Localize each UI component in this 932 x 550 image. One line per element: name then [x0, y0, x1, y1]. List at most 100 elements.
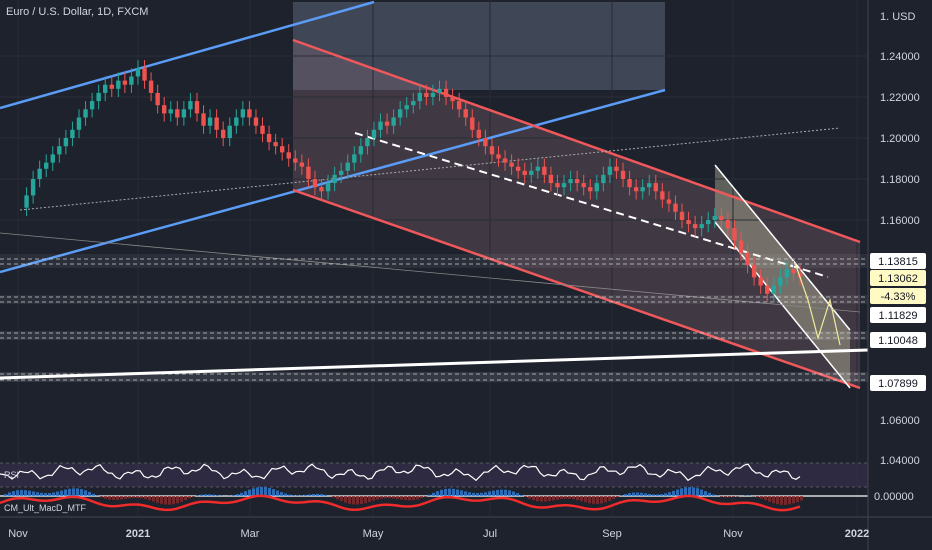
macd-bar [684, 487, 687, 496]
macd-bar [352, 496, 355, 505]
candle-body [122, 80, 128, 85]
macd-bar [212, 494, 215, 496]
y-tick-label: 1.04000 [880, 455, 920, 467]
macd-bar [32, 491, 35, 496]
macd-bar [64, 489, 67, 496]
svg-text:1.10048: 1.10048 [878, 335, 918, 347]
macd-bar [252, 488, 255, 496]
macd-bar [596, 496, 599, 504]
highlight-box [293, 2, 665, 90]
macd-bar [456, 489, 459, 496]
candle-body [476, 129, 482, 138]
candle-body [502, 158, 508, 163]
macd-bar [216, 495, 219, 496]
macd-bar [152, 496, 155, 502]
candle-body [653, 183, 658, 192]
macd-bar [504, 489, 507, 496]
macd-bar [124, 496, 127, 499]
macd-bar [344, 496, 347, 503]
macd-bar [120, 496, 123, 500]
macd-bar [240, 492, 243, 496]
macd-bar [796, 496, 799, 502]
rsi-label: RSI [4, 470, 20, 480]
red-channel-upper [292, 38, 861, 244]
macd-bar [364, 496, 367, 504]
macd-bar [460, 490, 463, 496]
macd-bar [648, 493, 651, 496]
candle-body [168, 109, 173, 114]
macd-bar [764, 496, 767, 501]
macd-bar [204, 494, 207, 496]
candle-body [745, 252, 750, 266]
macd-bar [432, 492, 435, 496]
rsi-line [0, 463, 801, 482]
rsi-pane[interactable] [0, 462, 868, 488]
macd-bar [416, 496, 419, 500]
candle-body [679, 211, 685, 220]
candle-body [706, 220, 711, 225]
candle-body [234, 117, 239, 126]
macd-bar [772, 496, 775, 504]
macd-bar [4, 494, 7, 496]
candle-body [332, 174, 337, 184]
svg-text:1.11829: 1.11829 [879, 310, 918, 322]
chart-title: Euro / U.S. Dollar, 1D, FXCM [6, 6, 149, 18]
candle-body [378, 121, 383, 130]
macd-bar [304, 494, 307, 496]
candle-body [509, 162, 514, 167]
candle-body [207, 117, 213, 126]
macd-bar [24, 490, 27, 496]
macd-bar [208, 494, 211, 496]
candle-body [247, 109, 252, 118]
macd-bar [88, 491, 91, 496]
macd-bar [548, 496, 551, 502]
candle-body [483, 138, 488, 147]
macd-bar [176, 496, 179, 504]
macd-bar [368, 496, 371, 502]
candle-body [89, 101, 95, 110]
macd-bar [116, 496, 119, 500]
macd-bar [704, 491, 707, 496]
macd-bar [672, 490, 675, 496]
candle-body [103, 84, 108, 93]
y-tick-label: 1.18000 [880, 174, 920, 186]
macd-bar [8, 492, 11, 496]
candles [24, 60, 803, 302]
candle-body [63, 138, 69, 147]
candle-body [345, 162, 350, 171]
macd-bar [92, 493, 95, 496]
macd-bar [500, 489, 503, 496]
candle-body [50, 154, 55, 163]
dashed-trendline [354, 132, 829, 278]
macd-bar [760, 496, 763, 499]
macd-bar [396, 496, 399, 500]
candle-body [135, 68, 141, 77]
candle-body [784, 269, 790, 278]
support-line [0, 348, 869, 380]
macd-bar [656, 494, 659, 496]
candle-body [397, 109, 403, 118]
macd-pane[interactable] [0, 487, 932, 512]
macd-bar [276, 490, 279, 496]
macd-bar [68, 488, 71, 496]
macd-bar [540, 496, 543, 502]
macd-bar [76, 488, 79, 496]
candle-body [148, 80, 154, 93]
grey-line [0, 232, 861, 313]
candle-body [470, 117, 475, 130]
macd-bar [800, 496, 803, 501]
candle-body [325, 183, 331, 192]
macd-bar [168, 496, 171, 505]
candle-body [765, 285, 770, 294]
macd-bar [184, 496, 187, 501]
x-tick-label: 2021 [126, 528, 150, 540]
candle-body [201, 113, 206, 126]
macd-bar [768, 496, 771, 502]
candle-body [601, 174, 606, 184]
macd-bar [172, 496, 175, 505]
price-labels: 1.13815 1.13062 -4.33% 1.11829 1.10048 1.0789… [870, 253, 926, 391]
macd-bar [300, 495, 303, 496]
macd-bar [52, 492, 55, 496]
chart-area[interactable] [0, 0, 868, 550]
